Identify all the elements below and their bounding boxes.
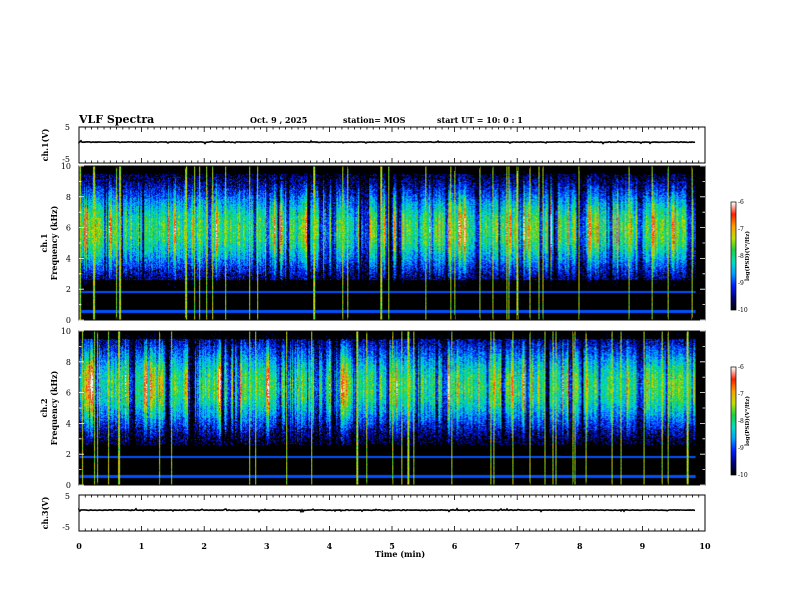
ch1-cbar-tick-7: -7 bbox=[738, 226, 744, 233]
ch1-spectrogram-ticks bbox=[78, 165, 706, 321]
ch2-ytick-10: 10 bbox=[61, 327, 71, 336]
ch1-ytick-8: 8 bbox=[66, 193, 71, 202]
ch1-colorbar-ticks: -6 -7 -8 -9 -10 bbox=[738, 199, 748, 314]
ch1-cbar-tick-6: -6 bbox=[738, 199, 744, 206]
ch1-colorbar-gradient bbox=[731, 202, 736, 310]
ch1-ytick-2: 2 bbox=[66, 285, 71, 294]
ch2-colorbar-gradient bbox=[731, 367, 736, 475]
ch1-frequency-axis-label: Frequency (kHz) bbox=[49, 205, 59, 280]
xtick-0: 0 bbox=[76, 541, 82, 551]
ch2-spectrogram-channel-label: ch.2 bbox=[39, 398, 49, 417]
ch2-cbar-tick-8: -8 bbox=[738, 418, 744, 425]
ch1-ytick-4: 4 bbox=[66, 254, 71, 263]
xtick-7: 7 bbox=[514, 541, 520, 551]
station-label: station= MOS bbox=[343, 115, 406, 125]
ch2-cbar-tick-10: -10 bbox=[738, 472, 748, 479]
ch2-colorbar-label: log(PSD)(V²/Hz) bbox=[744, 396, 751, 446]
ch2-spectrogram-panel: 0 2 4 6 8 10 ch.2 Frequency (kHz) -6 -7 … bbox=[39, 327, 751, 490]
start-time-label: start UT = 10: 0 : 1 bbox=[437, 115, 523, 125]
tick-marks bbox=[78, 127, 706, 163]
ch1-spectrogram-panel: 0 2 4 6 8 10 ch.1 Frequency (kHz) -6 -7 … bbox=[39, 162, 751, 325]
xtick-6: 6 bbox=[452, 541, 458, 551]
xtick-2: 2 bbox=[201, 541, 207, 551]
ch2-ytick-8: 8 bbox=[66, 358, 71, 367]
ch1-cbar-tick-10: -10 bbox=[738, 307, 748, 314]
ch1-ytick-top: 5 bbox=[65, 123, 70, 132]
ch3-ytick-bottom: -5 bbox=[62, 523, 70, 532]
ch2-cbar-tick-7: -7 bbox=[738, 391, 744, 398]
figure-title: VLF Spectra bbox=[78, 113, 154, 126]
ch1-waveform-ylabel: ch.1(V) bbox=[40, 128, 50, 161]
xtick-10: 10 bbox=[699, 541, 711, 551]
ch3-waveform-trace bbox=[78, 507, 696, 514]
ch1-spectrogram-channel-label: ch.1 bbox=[39, 233, 49, 252]
y-tick-marks bbox=[79, 330, 705, 486]
ch1-ytick-0: 0 bbox=[66, 316, 71, 325]
ch1-ytick-6: 6 bbox=[66, 224, 71, 233]
ch2-ytick-2: 2 bbox=[66, 450, 71, 459]
ch2-ytick-4: 4 bbox=[66, 419, 71, 428]
ch1-spectrogram-heatmap bbox=[79, 166, 696, 320]
ch1-colorbar-label: log(PSD)(V²/Hz) bbox=[744, 231, 751, 281]
ch2-colorbar-ticks: -6 -7 -8 -9 -10 bbox=[738, 364, 748, 479]
ch2-spectrogram-ticks bbox=[78, 330, 706, 486]
time-axis-label: Time (min) bbox=[375, 549, 425, 559]
ch2-ytick-6: 6 bbox=[66, 389, 71, 398]
ch1-colorbar-frame bbox=[730, 201, 737, 311]
ch2-cbar-tick-9: -9 bbox=[738, 445, 744, 452]
ch3-waveform-frame bbox=[78, 494, 706, 532]
xtick-3: 3 bbox=[264, 541, 270, 551]
y-tick-marks bbox=[79, 165, 705, 321]
ch1-frequency-ticklabels: 0 2 4 6 8 10 bbox=[61, 162, 71, 325]
ch1-waveform-panel: 5 -5 ch.1(V) bbox=[40, 123, 706, 164]
ch2-colorbar-frame bbox=[730, 366, 737, 476]
ch1-cbar-tick-8: -8 bbox=[738, 253, 744, 260]
xtick-9: 9 bbox=[640, 541, 646, 551]
ch1-waveform-trace bbox=[78, 139, 696, 145]
xtick-4: 4 bbox=[327, 541, 333, 551]
xtick-8: 8 bbox=[577, 541, 583, 551]
ch1-ytick-bottom: -5 bbox=[62, 155, 70, 164]
ch1-cbar-tick-9: -9 bbox=[738, 280, 744, 287]
ch3-waveform-xticks bbox=[78, 495, 706, 531]
tick-marks bbox=[78, 331, 706, 485]
date-label: Oct. 9 , 2025 bbox=[250, 115, 307, 125]
ch2-ytick-0: 0 bbox=[66, 481, 71, 490]
ch2-cbar-tick-6: -6 bbox=[738, 364, 744, 371]
time-axis-ticklabels: 0 1 2 3 4 5 6 7 8 9 10 bbox=[76, 541, 711, 551]
ch2-spectrogram-heatmap bbox=[79, 331, 696, 485]
ch2-frequency-ticklabels: 0 2 4 6 8 10 bbox=[61, 327, 71, 490]
tick-marks bbox=[78, 495, 706, 531]
ch3-ytick-top: 5 bbox=[65, 492, 70, 501]
xtick-1: 1 bbox=[139, 541, 145, 551]
ch3-waveform-panel: 5 -5 ch.3(V) bbox=[40, 492, 706, 532]
ch2-frequency-axis-label: Frequency (kHz) bbox=[49, 370, 59, 445]
ch1-waveform-xticks bbox=[78, 127, 706, 163]
ch1-waveform-frame bbox=[78, 126, 706, 164]
ch1-ytick-10: 10 bbox=[61, 162, 71, 171]
xtick-5: 5 bbox=[389, 541, 395, 551]
ch3-waveform-ylabel: ch.3(V) bbox=[40, 496, 50, 529]
tick-marks bbox=[78, 166, 706, 320]
